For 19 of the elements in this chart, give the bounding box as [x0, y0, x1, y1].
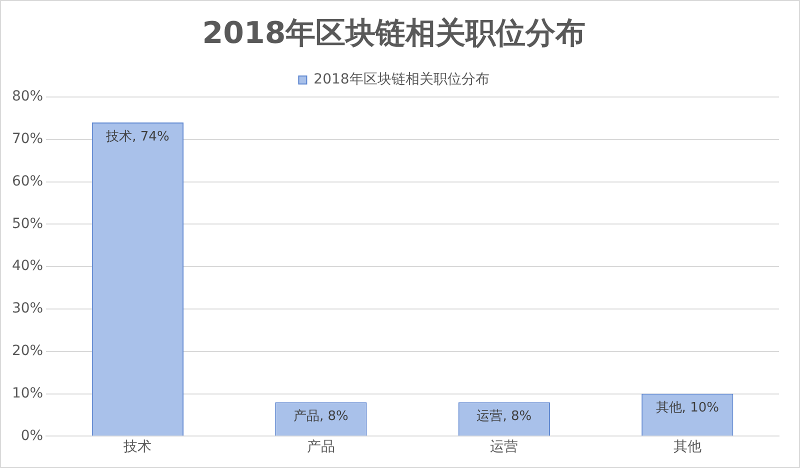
y-tick-label: 50%	[12, 216, 44, 232]
y-tick-label: 10%	[12, 385, 44, 402]
x-tick-label: 技术	[122, 439, 152, 456]
y-tick-label: 30%	[12, 300, 44, 317]
data-label: 其他, 10%	[656, 400, 719, 416]
y-tick-label: 40%	[12, 258, 44, 274]
data-label: 技术, 74%	[105, 129, 170, 144]
data-label: 产品, 8%	[294, 409, 348, 424]
data-label: 运营, 8%	[476, 409, 532, 424]
y-tick-label: 80%	[12, 88, 44, 105]
y-tick-label: 20%	[12, 343, 44, 360]
x-tick-label: 产品	[306, 439, 335, 456]
x-tick-label: 其他	[673, 439, 702, 456]
legend-label: 2018年区块链相关职位分布	[314, 72, 490, 88]
chart-title: 2018年区块链相关职位分布	[202, 16, 586, 51]
x-tick-label: 运营	[490, 439, 518, 456]
y-tick-label: 60%	[12, 173, 44, 190]
y-tick-label: 70%	[12, 131, 44, 148]
y-tick-label: 0%	[20, 428, 44, 444]
